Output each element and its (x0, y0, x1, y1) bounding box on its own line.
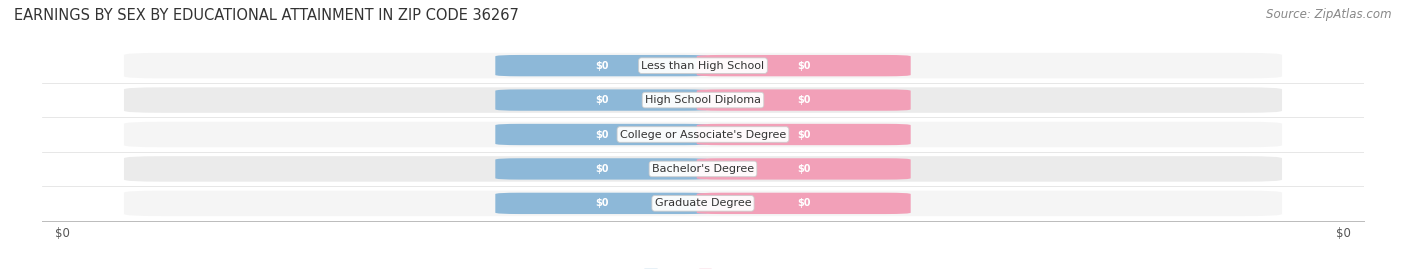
Text: Bachelor's Degree: Bachelor's Degree (652, 164, 754, 174)
Text: $0: $0 (596, 164, 609, 174)
Text: $0: $0 (797, 198, 810, 208)
FancyBboxPatch shape (697, 124, 911, 145)
FancyBboxPatch shape (495, 89, 709, 111)
Text: $0: $0 (797, 164, 810, 174)
FancyBboxPatch shape (124, 191, 1282, 216)
Text: $0: $0 (596, 95, 609, 105)
FancyBboxPatch shape (697, 193, 911, 214)
FancyBboxPatch shape (697, 55, 911, 76)
Text: $0: $0 (797, 61, 810, 71)
Legend: Male, Female: Male, Female (640, 264, 766, 269)
Text: College or Associate's Degree: College or Associate's Degree (620, 129, 786, 140)
Text: $0: $0 (596, 61, 609, 71)
Text: $0: $0 (55, 226, 70, 239)
Text: Less than High School: Less than High School (641, 61, 765, 71)
FancyBboxPatch shape (124, 156, 1282, 182)
FancyBboxPatch shape (495, 124, 709, 145)
Text: $0: $0 (596, 129, 609, 140)
Text: Graduate Degree: Graduate Degree (655, 198, 751, 208)
FancyBboxPatch shape (697, 89, 911, 111)
FancyBboxPatch shape (124, 87, 1282, 113)
Text: $0: $0 (1336, 226, 1351, 239)
FancyBboxPatch shape (697, 158, 911, 180)
FancyBboxPatch shape (495, 158, 709, 180)
FancyBboxPatch shape (124, 53, 1282, 78)
FancyBboxPatch shape (124, 122, 1282, 147)
FancyBboxPatch shape (495, 193, 709, 214)
Text: High School Diploma: High School Diploma (645, 95, 761, 105)
Text: $0: $0 (797, 129, 810, 140)
FancyBboxPatch shape (495, 55, 709, 76)
Text: EARNINGS BY SEX BY EDUCATIONAL ATTAINMENT IN ZIP CODE 36267: EARNINGS BY SEX BY EDUCATIONAL ATTAINMEN… (14, 8, 519, 23)
Text: $0: $0 (797, 95, 810, 105)
Text: $0: $0 (596, 198, 609, 208)
Text: Source: ZipAtlas.com: Source: ZipAtlas.com (1267, 8, 1392, 21)
